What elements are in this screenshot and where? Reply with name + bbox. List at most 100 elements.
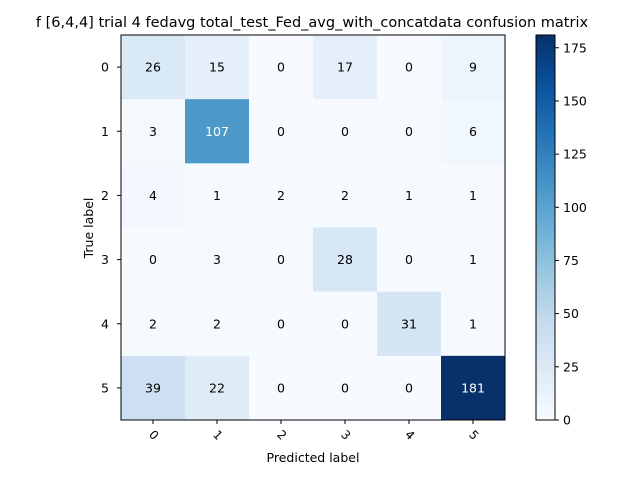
cell-label-1-4: 0 <box>405 124 413 139</box>
cell-label-1-5: 6 <box>469 124 477 139</box>
y-tick-label: 0 <box>101 60 109 75</box>
colorbar-tick-label: 100 <box>563 200 587 215</box>
cell-label-3-1: 3 <box>213 252 221 267</box>
x-tick-label: 3 <box>338 428 353 443</box>
cell-label-2-1: 1 <box>213 188 221 203</box>
heatmap-cell-0-1 <box>185 35 250 100</box>
y-tick-label: 5 <box>101 380 109 395</box>
chart-title: f [6,4,4] trial 4 fedavg total_test_Fed_… <box>36 15 589 31</box>
cell-label-1-1: 107 <box>205 124 229 139</box>
cell-label-2-5: 1 <box>469 188 477 203</box>
heatmap-cell-3-1 <box>185 227 250 293</box>
colorbar-tick-label: 125 <box>563 147 587 162</box>
cell-label-0-1: 15 <box>209 60 225 75</box>
heatmap-cell-1-2 <box>249 99 314 164</box>
heatmap-cell-1-4 <box>377 99 442 164</box>
heatmap-cells <box>121 35 506 421</box>
heatmap-cell-3-4 <box>377 227 442 293</box>
heatmap-cell-5-5 <box>441 355 506 421</box>
cell-label-0-0: 26 <box>145 60 161 75</box>
heatmap-cell-0-0 <box>121 35 186 100</box>
heatmap-cell-2-4 <box>377 163 442 228</box>
heatmap-cell-0-2 <box>249 35 314 100</box>
cell-label-4-3: 0 <box>341 316 349 331</box>
cell-label-5-3: 0 <box>341 380 349 395</box>
cell-label-2-3: 2 <box>341 188 349 203</box>
x-tick-label: 5 <box>466 428 481 443</box>
y-tick-label: 4 <box>101 316 109 331</box>
cell-label-0-2: 0 <box>277 60 285 75</box>
colorbar-tick-label: 150 <box>563 93 587 108</box>
y-axis-ticks: 0 1 2 3 4 5 <box>101 60 121 395</box>
colorbar-tick-label: 0 <box>563 413 571 428</box>
colorbar-tick-label: 75 <box>563 253 579 268</box>
heatmap-cell-0-4 <box>377 35 442 100</box>
colorbar-tick-label: 25 <box>563 359 579 374</box>
heatmap-cell-3-5 <box>441 227 506 293</box>
x-axis-ticks: 0 1 2 3 4 5 <box>146 420 481 443</box>
cell-label-4-0: 2 <box>149 316 157 331</box>
colorbar <box>535 34 556 421</box>
cell-label-0-5: 9 <box>469 60 477 75</box>
heatmap-cell-3-3 <box>313 227 378 293</box>
heatmap-cell-2-0 <box>121 163 186 228</box>
x-tick-label: 2 <box>274 428 289 443</box>
heatmap-cell-4-3 <box>313 291 378 357</box>
heatmap-cell-4-1 <box>185 291 250 357</box>
heatmap-cell-1-1 <box>185 99 250 164</box>
heatmap-cell-2-1 <box>185 163 250 228</box>
x-axis-label: Predicted label <box>267 450 360 465</box>
cell-label-1-3: 0 <box>341 124 349 139</box>
cell-label-5-2: 0 <box>277 380 285 395</box>
cell-label-4-5: 1 <box>469 316 477 331</box>
heatmap-cell-2-3 <box>313 163 378 228</box>
cell-label-2-4: 1 <box>405 188 413 203</box>
y-tick-label: 2 <box>101 188 109 203</box>
colorbar-tick-label: 50 <box>563 306 579 321</box>
cell-label-3-5: 1 <box>469 252 477 267</box>
cell-label-2-2: 2 <box>277 188 285 203</box>
plot-frame <box>120 34 506 421</box>
cell-value-labels: 26 15 0 17 0 93 107 0 0 0 64 1 2 2 1 10 3 0 28 0 12 2 0 0 31 139 2… <box>145 60 485 396</box>
heatmap-cell-4-5 <box>441 291 506 357</box>
y-tick-label: 1 <box>101 124 109 139</box>
cell-label-3-2: 0 <box>277 252 285 267</box>
heatmap-cell-4-2 <box>249 291 314 357</box>
heatmap-cell-3-0 <box>121 227 186 293</box>
cell-label-1-2: 0 <box>277 124 285 139</box>
cell-label-4-2: 0 <box>277 316 285 331</box>
y-tick-label: 3 <box>101 252 109 267</box>
heatmap-cell-0-3 <box>313 35 378 100</box>
cell-label-0-3: 17 <box>337 60 353 75</box>
cell-label-0-4: 0 <box>405 60 413 75</box>
heatmap-cell-4-4 <box>377 291 442 357</box>
cell-label-3-0: 0 <box>149 252 157 267</box>
heatmap-cell-0-5 <box>441 35 506 100</box>
cell-label-5-4: 0 <box>405 380 413 395</box>
x-tick-label: 4 <box>402 428 417 443</box>
x-tick-label: 0 <box>146 428 161 443</box>
cell-label-5-0: 39 <box>145 380 161 395</box>
heatmap-cell-2-5 <box>441 163 506 228</box>
colorbar-ticks: 0 25 50 75 100 125 150 175 <box>555 40 587 428</box>
colorbar-tick-label: 175 <box>563 40 587 55</box>
heatmap-cell-5-3 <box>313 355 378 421</box>
cell-label-3-4: 0 <box>405 252 413 267</box>
heatmap-cell-5-1 <box>185 355 250 421</box>
cell-label-2-0: 4 <box>149 188 157 203</box>
cell-label-4-4: 31 <box>401 316 417 331</box>
heatmap-cell-1-5 <box>441 99 506 164</box>
x-tick-label: 1 <box>210 428 225 443</box>
cell-label-1-0: 3 <box>149 124 157 139</box>
heatmap-cell-3-2 <box>249 227 314 293</box>
cell-label-5-5: 181 <box>461 380 485 395</box>
heatmap-cell-5-4 <box>377 355 442 421</box>
cell-label-4-1: 2 <box>213 316 221 331</box>
y-axis-label: True label <box>81 198 96 260</box>
heatmap-cell-5-2 <box>249 355 314 421</box>
heatmap-cell-2-2 <box>249 163 314 228</box>
heatmap-cell-1-3 <box>313 99 378 164</box>
heatmap-cell-1-0 <box>121 99 186 164</box>
cell-label-5-1: 22 <box>209 380 225 395</box>
